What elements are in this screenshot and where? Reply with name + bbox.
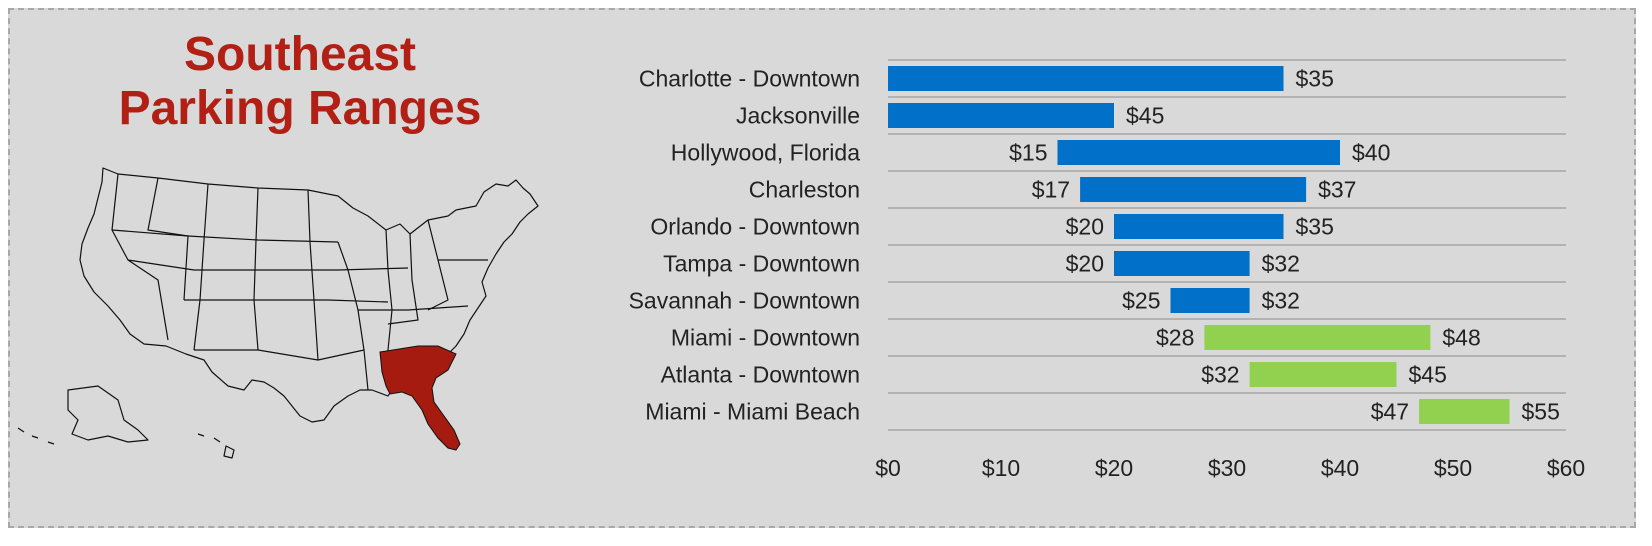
x-tick-label: $30 xyxy=(1208,455,1246,481)
category-label: Hollywood, Florida xyxy=(671,140,860,166)
alaska-outline xyxy=(67,385,149,443)
us-map-icon xyxy=(17,167,539,459)
low-value-label: $28 xyxy=(1156,325,1194,351)
high-value-label: $32 xyxy=(1262,251,1300,277)
x-tick-label: $60 xyxy=(1547,455,1585,481)
range-bar xyxy=(888,103,1114,128)
high-value-label: $45 xyxy=(1409,362,1447,388)
low-value-label: $15 xyxy=(1009,140,1047,166)
title-line-1: Southeast xyxy=(183,28,417,81)
range-bar xyxy=(1249,362,1397,387)
category-label: Charlotte - Downtown xyxy=(639,66,860,92)
labels: Charlotte - Downtown $35 Jacksonville $45 Ho… xyxy=(629,66,1586,482)
high-value-label: $40 xyxy=(1352,140,1390,166)
high-value-label: $37 xyxy=(1318,177,1356,203)
category-label: Miami - Downtown xyxy=(671,325,860,351)
high-value-label: $45 xyxy=(1126,103,1164,129)
high-value-label: $48 xyxy=(1442,325,1480,351)
southeast-highlight xyxy=(379,345,461,451)
bars xyxy=(888,66,1510,424)
category-label: Atlanta - Downtown xyxy=(661,362,860,388)
category-label: Charleston xyxy=(749,177,860,203)
low-value-label: $17 xyxy=(1032,177,1070,203)
chart-panel xyxy=(8,8,1636,528)
category-label: Savannah - Downtown xyxy=(629,288,860,314)
range-bar xyxy=(1419,399,1510,424)
low-value-label: $20 xyxy=(1066,251,1104,277)
category-label: Miami - Miami Beach xyxy=(645,399,860,425)
range-bar xyxy=(1080,177,1307,202)
category-label: Tampa - Downtown xyxy=(663,251,860,277)
range-bar xyxy=(1170,288,1250,313)
chart-title: Southeast Parking Ranges xyxy=(10,28,590,136)
x-tick-label: $0 xyxy=(875,455,901,481)
x-tick-label: $40 xyxy=(1321,455,1359,481)
range-bar xyxy=(1114,251,1250,276)
x-tick-label: $10 xyxy=(982,455,1020,481)
high-value-label: $32 xyxy=(1262,288,1300,314)
low-value-label: $47 xyxy=(1371,399,1409,425)
category-label: Orlando - Downtown xyxy=(650,214,860,240)
high-value-label: $55 xyxy=(1522,399,1560,425)
range-bar xyxy=(888,66,1284,91)
range-bar xyxy=(1114,214,1284,239)
high-value-label: $35 xyxy=(1296,66,1334,92)
gridlines xyxy=(888,59,1566,431)
low-value-label: $25 xyxy=(1122,288,1160,314)
hawaii-outline xyxy=(197,433,235,459)
x-tick-label: $50 xyxy=(1434,455,1472,481)
range-bar xyxy=(1057,140,1340,165)
high-value-label: $35 xyxy=(1296,214,1334,240)
x-tick-label: $20 xyxy=(1095,455,1133,481)
low-value-label: $20 xyxy=(1066,214,1104,240)
category-label: Jacksonville xyxy=(736,103,860,129)
range-bar xyxy=(1204,325,1431,350)
low-value-label: $32 xyxy=(1201,362,1239,388)
title-line-2: Parking Ranges xyxy=(118,82,482,135)
